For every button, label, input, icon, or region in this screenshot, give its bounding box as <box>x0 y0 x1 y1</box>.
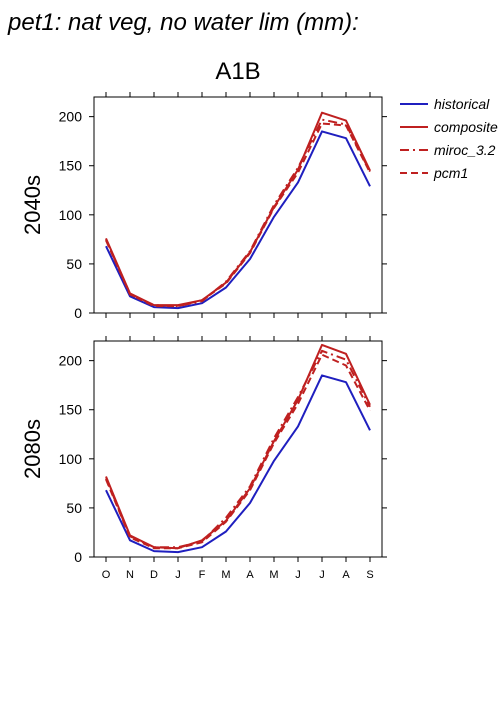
series-line-pcm1 <box>105 122 371 308</box>
y-tick-label: 100 <box>59 451 83 467</box>
x-tick-label: F <box>199 569 206 581</box>
legend: historical composite miroc_3.2 pcm1 <box>400 96 498 181</box>
y-tick-label: 150 <box>59 158 83 174</box>
series-line-composite <box>105 111 371 307</box>
x-tick-label: S <box>366 569 373 581</box>
plot-frame <box>93 340 383 558</box>
y-tick-label: 50 <box>66 256 82 272</box>
legend-label: historical <box>434 96 490 112</box>
x-tick-label: J <box>175 569 181 581</box>
series-line-historical <box>105 130 371 310</box>
y-tick-label: 100 <box>59 207 83 223</box>
y-tick-label: 200 <box>59 109 83 125</box>
y-tick-label: 200 <box>59 353 83 369</box>
y-axis-label: 2040s <box>20 175 45 235</box>
y-axis-label: 2080s <box>20 419 45 479</box>
series-line-miroc-3-2 <box>105 118 371 308</box>
panel-2040s: 0 50 100 150 200 2040s <box>20 92 387 321</box>
x-tick-label: O <box>102 569 111 581</box>
legend-label: pcm1 <box>433 165 468 181</box>
page-title: pet1: nat veg, no water lim (mm): <box>7 9 359 36</box>
scenario-subtitle: A1B <box>215 58 260 85</box>
series-line-miroc-3-2 <box>105 349 371 549</box>
x-tick-label: J <box>295 569 301 581</box>
panel-2080s: 0 50 100 150 200 O N D J F M A M J J A S 2080s <box>20 336 387 581</box>
y-tick-label: 0 <box>74 549 82 565</box>
x-tick-label: M <box>221 569 230 581</box>
y-tick-label: 150 <box>59 402 83 418</box>
plot-frame <box>93 96 383 314</box>
y-tick-label: 50 <box>66 500 82 516</box>
legend-label: composite <box>434 119 498 135</box>
x-tick-label: M <box>269 569 278 581</box>
x-tick-label: N <box>126 569 134 581</box>
legend-label: miroc_3.2 <box>434 142 496 158</box>
x-tick-label: J <box>319 569 325 581</box>
x-tick-label: D <box>150 569 158 581</box>
y-tick-label: 0 <box>74 305 82 321</box>
x-tick-label: A <box>342 569 350 581</box>
x-tick-label: A <box>246 569 254 581</box>
series-line-pcm1 <box>105 353 371 550</box>
series-line-historical <box>105 374 371 554</box>
